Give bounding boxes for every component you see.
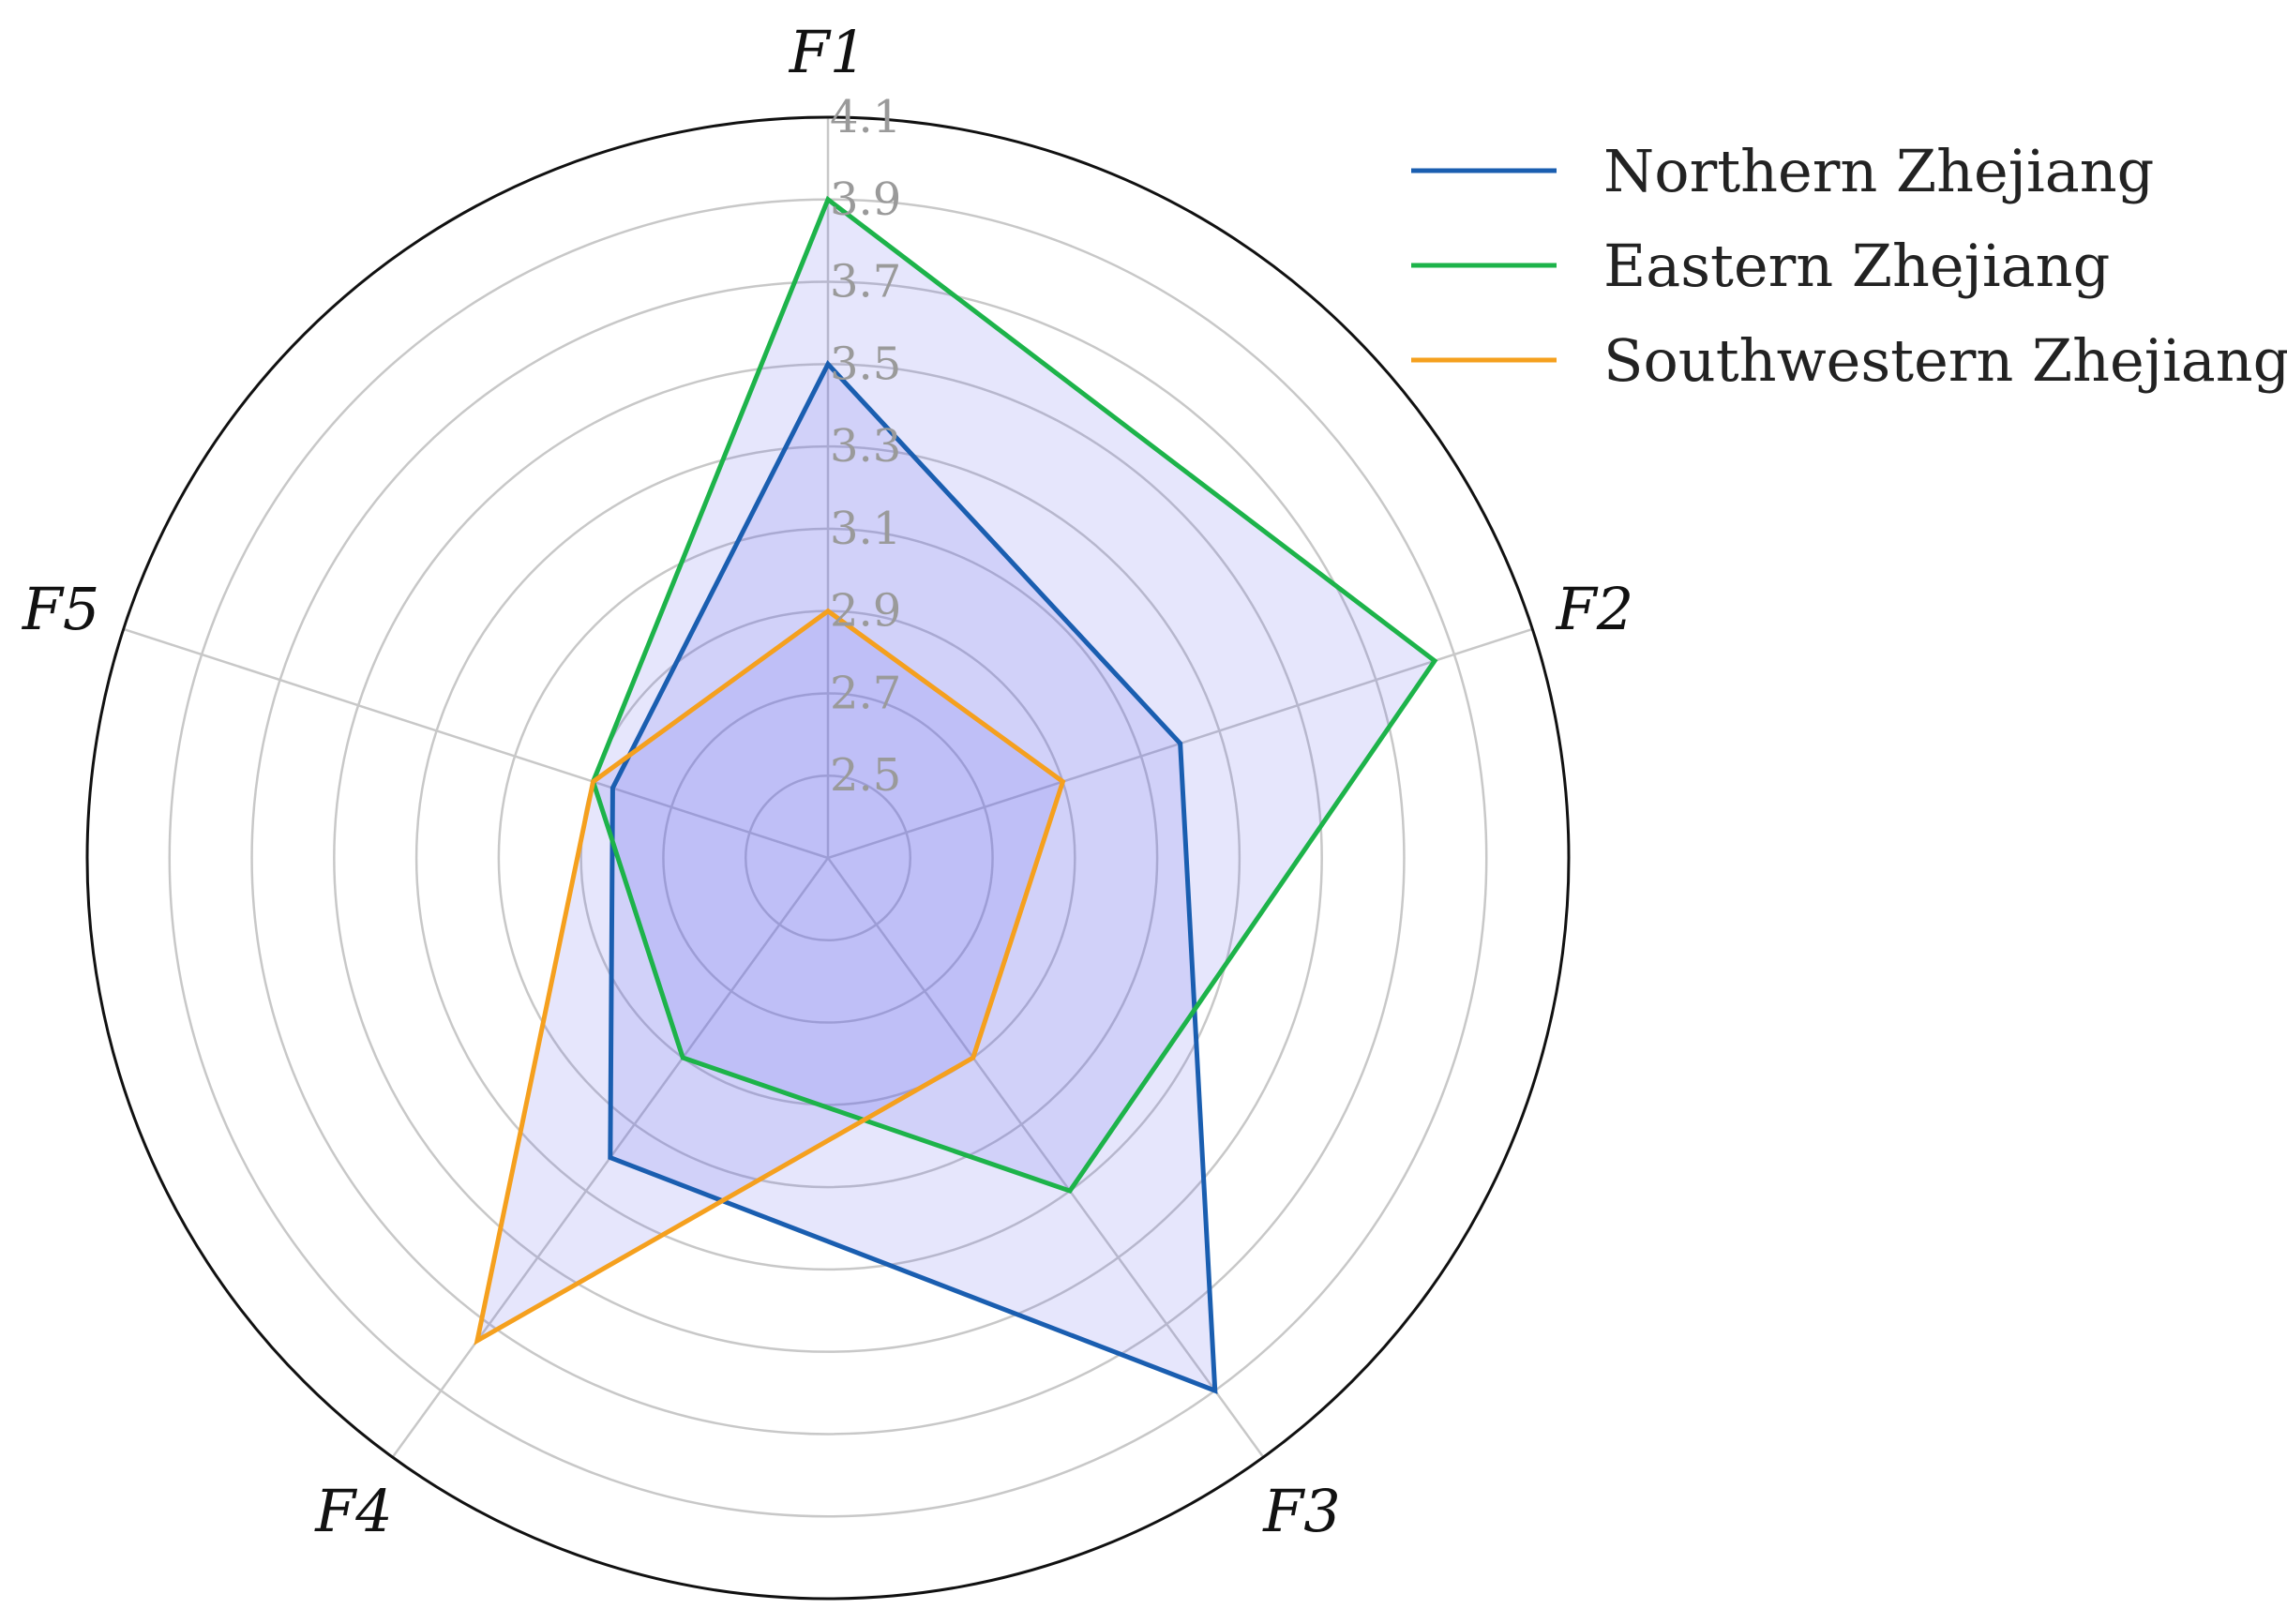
tick-label-3.9: 3.9 [830,173,901,226]
tick-label-2.7: 2.7 [830,667,901,719]
axis-label-F5: F5 [22,575,99,643]
legend-label-2: Eastern Zhejiang [1603,232,2110,300]
series-line-3 [474,608,1066,1346]
series-fill-3 [476,610,1063,1341]
axis-label-F4: F4 [314,1477,392,1545]
series-line-2 [590,195,1438,1195]
axis-label-F2: F2 [1556,575,1633,643]
tick-label-3.5: 3.5 [830,338,901,390]
series-fill-2 [593,199,1435,1192]
legend-label-1: Northern Zhejiang [1603,137,2154,205]
axis-label-F1: F1 [789,18,866,86]
spoke-F3 [826,857,1265,1458]
tick-label-2.9: 2.9 [830,585,901,638]
legend: Northern Zhejiang Eastern Zhejiang Southwe… [1411,137,2287,395]
axis-labels: F1 F2 F3 F4 F5 [22,18,1633,1545]
series-lines [474,195,1438,1394]
radial-tick-labels: 2.5 2.7 2.9 3.1 3.3 3.5 3.7 3.9 4.1 [830,91,901,802]
series-line-1 [608,360,1218,1394]
tick-label-2.5: 2.5 [830,749,901,802]
fill-layer [476,199,1435,1391]
outer-frame [85,115,1571,1601]
tick-label-3.7: 3.7 [830,256,901,308]
axis-label-F3: F3 [1262,1477,1340,1545]
tick-label-3.1: 3.1 [830,503,901,555]
legend-label-3: Southwestern Zhejiang [1603,326,2287,395]
tick-label-3.3: 3.3 [830,420,901,473]
tick-label-4.1: 4.1 [830,91,901,143]
spoke-F5 [123,627,829,860]
